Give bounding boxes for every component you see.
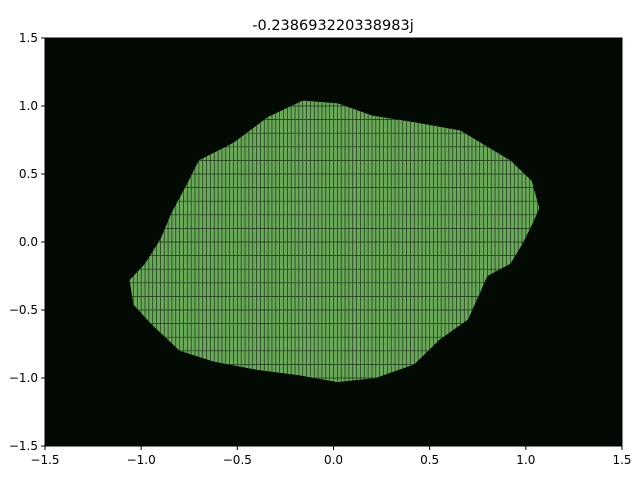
- y-tick-label: 1.0: [19, 99, 38, 113]
- x-tick-label: −1.0: [127, 453, 156, 467]
- x-tick-label: 0.0: [324, 453, 343, 467]
- y-tick-label: 1.5: [19, 31, 38, 45]
- stable-region: [129, 100, 540, 383]
- y-tick-label: 0.0: [19, 235, 38, 249]
- chart-title: -0.238693220338983j: [252, 18, 413, 34]
- x-tick-label: −1.5: [30, 453, 59, 467]
- y-tick-label: 0.5: [19, 167, 38, 181]
- y-tick-label: −1.5: [9, 439, 38, 453]
- axes-layer: −1.5 −1.0 −0.5 0.0 0.5 1.0 1.5 −1.5 −1.0 −0.5 0.0 0…: [9, 31, 632, 467]
- y-tick-label: −0.5: [9, 303, 38, 317]
- x-tick-label: −0.5: [223, 453, 252, 467]
- x-tick-label: 1.0: [516, 453, 535, 467]
- x-tick-label: 0.5: [420, 453, 439, 467]
- x-tick-label: 1.5: [612, 453, 631, 467]
- y-tick-label: −1.0: [9, 371, 38, 385]
